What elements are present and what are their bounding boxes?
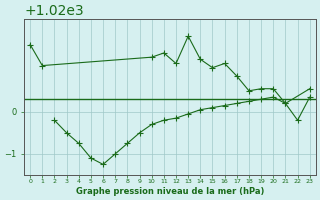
X-axis label: Graphe pression niveau de la mer (hPa): Graphe pression niveau de la mer (hPa) (76, 187, 264, 196)
